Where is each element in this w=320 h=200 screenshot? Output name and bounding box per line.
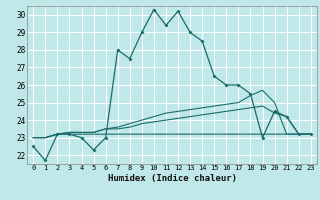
X-axis label: Humidex (Indice chaleur): Humidex (Indice chaleur) xyxy=(108,174,236,183)
